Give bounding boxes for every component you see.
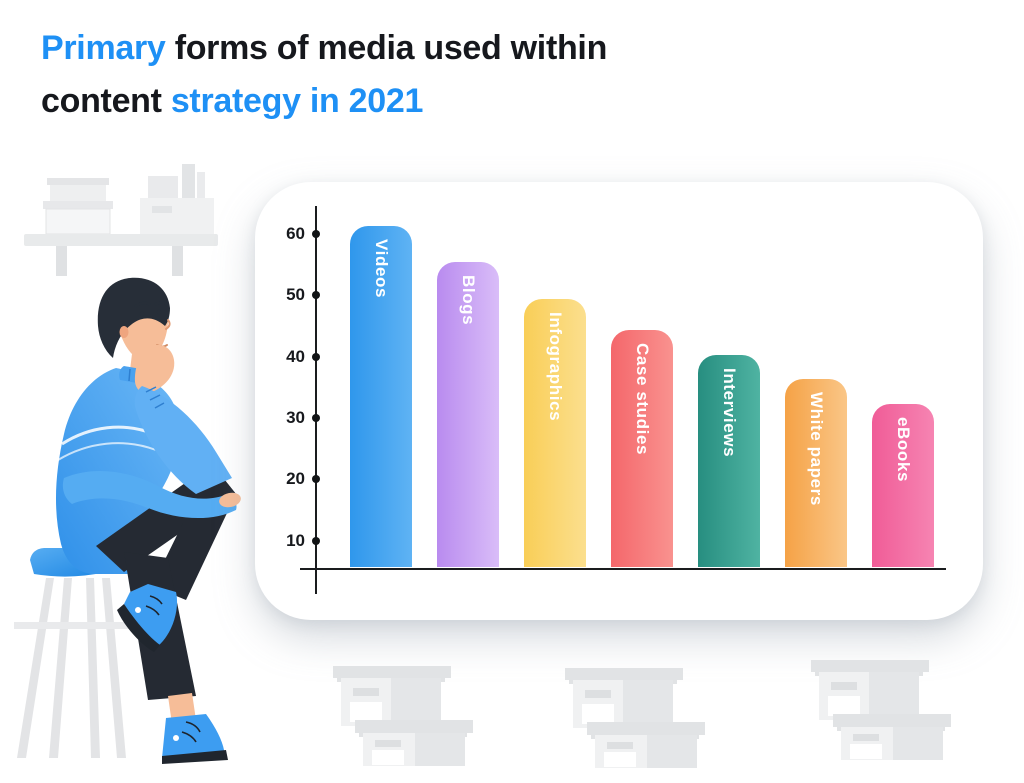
title-line1-rest: forms of media used within — [165, 29, 608, 67]
chart-card: 10 20 30 40 50 60 Videos Blogs Infographics Case… — [255, 182, 983, 620]
raised-forearm — [134, 386, 232, 494]
bar-infographics: Infographics — [524, 299, 586, 567]
bar-label-ebooks: eBooks — [894, 416, 913, 482]
y-tick-label-50: 50 — [286, 285, 305, 305]
title-block: Primary forms of media used within conten… — [41, 22, 741, 128]
folded-arm — [62, 471, 237, 519]
bar-ebooks: eBooks — [872, 403, 934, 567]
page-title: Primary forms of media used within conten… — [41, 22, 741, 128]
title-line2-dark: content — [41, 82, 171, 120]
y-tick-label-10: 10 — [286, 530, 305, 550]
bar-label-videos: Videos — [372, 238, 391, 298]
plot-area: 10 20 30 40 50 60 Videos Blogs Infographics Case… — [255, 182, 983, 620]
title-accent-primary: Primary — [41, 29, 166, 67]
storage-boxes-illustration — [811, 660, 951, 760]
bar-label-interviews: Interviews — [720, 367, 739, 457]
wall-shelf-illustration — [24, 164, 218, 276]
y-tick-dot-40 — [312, 352, 320, 361]
y-tick-label-20: 20 — [286, 469, 305, 489]
bar-videos: Videos — [350, 225, 412, 567]
bar-label-infographics: Infographics — [546, 312, 565, 422]
stool-legs — [14, 578, 130, 758]
y-tick-label-60: 60 — [286, 223, 305, 243]
bar-interviews: Interviews — [698, 354, 760, 567]
x-axis — [300, 568, 946, 570]
storage-boxes-illustration — [565, 668, 705, 768]
y-tick-dot-10 — [312, 536, 320, 545]
bar-white-papers: White papers — [785, 379, 847, 567]
y-tick-dot-60 — [312, 229, 320, 238]
hand-on-chin — [134, 344, 175, 393]
y-tick-label-40: 40 — [286, 346, 305, 366]
bar-label-blogs: Blogs — [459, 275, 478, 326]
bar-label-white-papers: White papers — [807, 392, 826, 507]
bar-label-case-studies: Case studies — [633, 342, 652, 456]
y-tick-dot-30 — [312, 413, 320, 422]
sneaker-raised — [117, 584, 178, 652]
bar-case-studies: Case studies — [611, 329, 673, 567]
title-accent-strategy: strategy in 2021 — [170, 82, 424, 120]
y-tick-label-30: 30 — [286, 407, 305, 427]
bar-blogs: Blogs — [437, 262, 499, 567]
y-tick-dot-20 — [312, 475, 320, 484]
y-axis — [315, 206, 317, 594]
y-tick-dot-50 — [312, 291, 320, 300]
thinking-person-illustration — [14, 277, 241, 764]
storage-boxes-illustration — [333, 666, 473, 766]
sneaker-floor — [162, 714, 228, 764]
